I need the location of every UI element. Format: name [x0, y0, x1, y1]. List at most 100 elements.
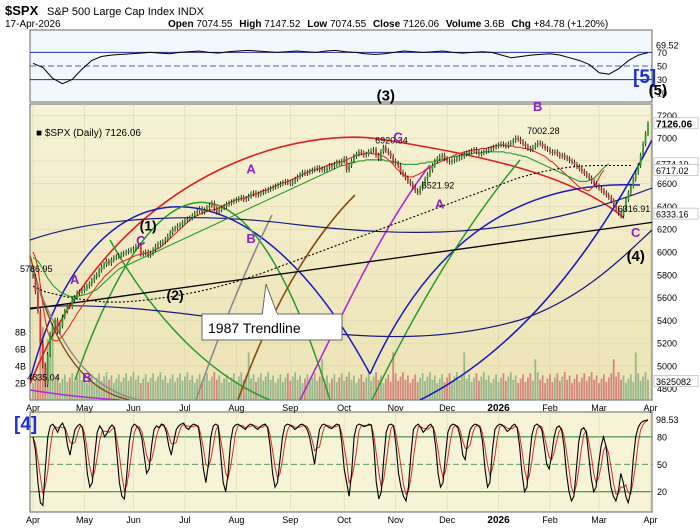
price-candle-body [353, 156, 355, 161]
price-candle-body [166, 236, 169, 240]
price-candle-body [421, 183, 424, 189]
price-candle-body [617, 208, 620, 214]
volume-bar [103, 376, 105, 400]
price-candle-body [110, 259, 113, 264]
volume-bar [448, 373, 451, 400]
price-candle-body [605, 192, 608, 196]
price-candle-body [394, 160, 397, 164]
price-candle-body [397, 163, 399, 166]
price-candle-body [203, 209, 206, 213]
price-candle-body [59, 326, 61, 332]
price-candle-body [206, 207, 208, 210]
volume-bar [375, 372, 377, 400]
volume-bar [331, 378, 333, 400]
volume-bar [76, 376, 79, 400]
price-candle-body [558, 154, 561, 157]
volume-bar [95, 377, 98, 400]
volume-bar [61, 378, 64, 400]
price-candle-body [335, 162, 338, 165]
volume-bar [259, 373, 262, 400]
price-candle-body [218, 209, 221, 213]
x-tick-label-price: Aug [228, 403, 244, 413]
volume-bar [318, 376, 321, 400]
volume-bar [34, 378, 37, 400]
wave-label: (1) [140, 217, 157, 233]
volume-bar [81, 379, 83, 400]
price-candle-body [154, 246, 157, 250]
price-candle-body [186, 218, 189, 221]
price-candle-body [311, 170, 314, 172]
price-candle-body [455, 158, 458, 160]
volume-bar [553, 377, 556, 400]
rsi-tick-label: 70 [657, 48, 667, 58]
series-ma-200 [32, 164, 631, 303]
x-tick-label-stoch: Feb [542, 515, 558, 525]
price-candle-body [73, 297, 76, 300]
price-tick-label: 5600 [657, 293, 677, 303]
price-candle-body [169, 232, 172, 237]
volume-bar [282, 381, 284, 400]
volume-bar [152, 373, 154, 400]
volume-bar [171, 374, 174, 400]
price-candle-body [419, 188, 422, 193]
value-tag-box [653, 117, 699, 130]
price-candle-body [34, 276, 37, 292]
price-candle-body [137, 245, 140, 247]
rsi-tick-label: 50 [657, 62, 667, 72]
volume-bar [384, 378, 387, 400]
volume-bar [181, 380, 184, 400]
price-candle-body [264, 190, 267, 192]
volume-bar [215, 379, 218, 400]
price-candle-body [573, 162, 576, 165]
price-candle-body [556, 151, 559, 155]
price-candle-body [328, 165, 331, 168]
value-tag-label: 6333.16 [656, 210, 689, 220]
volume-bar [206, 373, 208, 400]
volume-bar [443, 381, 446, 400]
price-candle-body [451, 160, 453, 163]
x-tick-label-stoch: Oct [337, 515, 352, 525]
price-candle-body [615, 204, 618, 209]
trendline-callout: 1987 Trendline [201, 283, 343, 341]
price-candle-body [443, 155, 446, 159]
price-candle-body [323, 168, 326, 171]
volume-bar [71, 373, 74, 400]
volume-bar [164, 375, 167, 400]
price-tick-label: 6600 [657, 179, 677, 189]
price-annotation: 6521.92 [422, 181, 455, 191]
volume-bar [460, 375, 463, 400]
left-purple-arc [30, 389, 121, 400]
price-candle-body [174, 228, 177, 230]
price-candle-body [370, 150, 373, 152]
price-candle-body [235, 199, 238, 201]
volume-bar [360, 374, 363, 400]
volume-bar [588, 376, 591, 400]
volume-bar [585, 380, 588, 400]
volume-bar [159, 372, 162, 400]
x-tick-label-price: Jun [126, 403, 141, 413]
price-candle-body [100, 266, 103, 271]
header-symbol: $SPX [5, 3, 39, 18]
rsi-tick-label: 30 [657, 75, 667, 85]
volume-bar [551, 381, 554, 400]
volume-bar [135, 379, 137, 400]
volume-bar [509, 372, 512, 400]
volume-bar [338, 377, 341, 400]
x-tick-label-stoch: Jul [179, 515, 191, 525]
price-annotation: 4835.04 [27, 373, 60, 383]
volume-bar [316, 380, 319, 400]
price-candle-body [112, 257, 115, 260]
volume-bar [512, 379, 515, 400]
price-candle-body [257, 193, 260, 196]
volume-bar [78, 372, 81, 400]
volume-bar [362, 381, 365, 400]
x-tick-label-price: Oct [337, 403, 352, 413]
volume-bar [357, 378, 360, 400]
volume-bar [32, 383, 34, 400]
volume-bar [595, 375, 598, 400]
volume-bar [480, 376, 483, 400]
price-candle-body [316, 167, 319, 169]
volume-bar [502, 373, 505, 400]
price-candle-body [299, 174, 301, 177]
price-tick-label: 7200 [657, 111, 677, 121]
